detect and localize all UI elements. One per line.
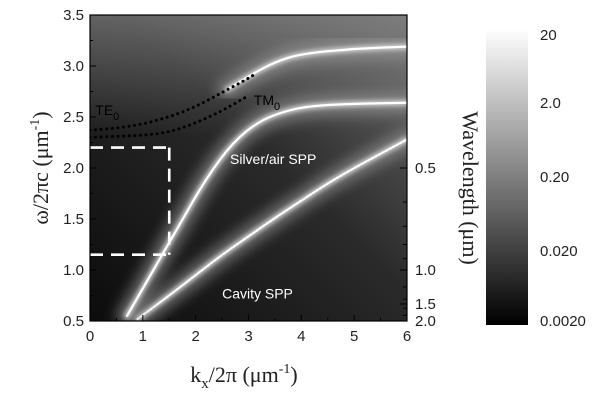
x-axis-title: kx/2π (μm-1): [190, 362, 297, 392]
colorbar-tick-label: 0.20: [540, 169, 569, 186]
annotation-cavity: Cavity SPP: [222, 286, 293, 302]
y-tick-label: 3.0: [63, 58, 84, 75]
band-cavity-spp: [126, 128, 407, 321]
colorbar: [486, 29, 528, 325]
x-tick-label: 3: [244, 328, 252, 345]
dashed-box: [90, 146, 171, 256]
y-tick-label: 1.5: [63, 211, 84, 228]
colorbar-tick-label: 2.0: [540, 95, 561, 112]
x-tick-label: 5: [350, 328, 358, 345]
y-tick-label: 1.0: [63, 262, 84, 279]
mode-curves: [90, 71, 258, 139]
y-tick-label: 3.5: [63, 7, 84, 24]
y-axis-title: ω/2πc (μm-1): [28, 111, 53, 224]
x-tick-label: 4: [297, 328, 305, 345]
colorbar-tick-label: 0.020: [540, 243, 578, 260]
y-tick-label: 0.5: [63, 313, 84, 330]
colorbar-ticks: 20 2.0 0.20 0.020 0.0020: [540, 27, 586, 330]
wavelength-axis-ticks: 0.5 1.0 1.52.0: [400, 160, 436, 330]
y-axis-ticks: 0.5 1.0 1.5 2.0 2.5 3.0 3.5: [63, 7, 96, 330]
band-core: [136, 138, 407, 321]
x-tick-label: 1: [139, 328, 147, 345]
wavelength-axis-title: Wavelength (μm): [458, 111, 483, 265]
annotation-te0: TE0: [95, 102, 119, 123]
x-tick-label: 2: [191, 328, 199, 345]
heatmap-area: [90, 15, 407, 321]
colorbar-tick-label: 0.0020: [540, 313, 586, 330]
annotations: TE0 TM0 Silver/air SPP Cavity SPP: [95, 92, 316, 302]
wavelength-tick-label: 1.5: [415, 296, 436, 313]
curve-tm0: [90, 94, 250, 139]
annotation-silver: Silver/air SPP: [230, 151, 316, 167]
y-tick-label: 2.0: [63, 160, 84, 177]
bright-bands: [115, 35, 407, 321]
x-axis-ticks: 0 1 2 3 4 5 6: [86, 315, 411, 345]
band-core: [125, 101, 407, 317]
curve-te0: [90, 71, 258, 132]
x-tick-label: 0: [86, 328, 94, 345]
y-tick-label: 2.5: [63, 109, 84, 126]
colorbar-tick-label: 20: [540, 27, 557, 44]
wavelength-tick-label: 0.5: [415, 160, 436, 177]
annotation-tm0: TM0: [254, 92, 280, 113]
wavelength-tick-label: 2.0: [415, 313, 436, 330]
x-tick-label: 6: [403, 328, 411, 345]
band-silver-air-spp: [115, 91, 407, 321]
wavelength-tick-label: 1.0: [415, 262, 436, 279]
